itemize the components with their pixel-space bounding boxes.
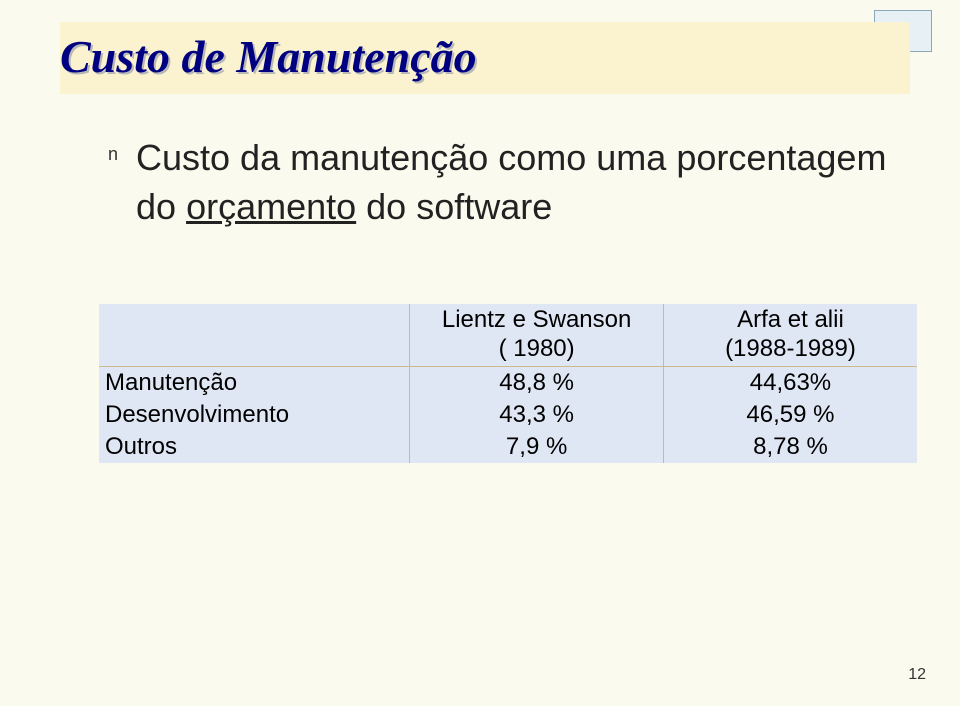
table-row: Desenvolvimento 43,3 % 46,59 % <box>99 399 917 431</box>
table-cell-value: 44,63% <box>663 366 917 399</box>
table-header-col2-line1: Arfa et alii <box>670 306 911 335</box>
table-header-col1-line1: Lientz e Swanson <box>416 306 657 335</box>
table-header-col1-line2: ( 1980) <box>416 335 657 364</box>
slide-title: Custo de Manutenção Custo de Manutenção <box>60 22 910 83</box>
table-cell-value: 8,78 % <box>663 431 917 463</box>
table-header-row: Lientz e Swanson ( 1980) Arfa et alii (1… <box>99 304 917 366</box>
page-number: 12 <box>908 666 926 684</box>
table-header-col1: Lientz e Swanson ( 1980) <box>410 304 664 366</box>
table-header-empty <box>99 304 410 366</box>
table-cell-label: Desenvolvimento <box>99 399 410 431</box>
table-header-col2-line2: (1988-1989) <box>670 335 911 364</box>
title-band: Custo de Manutenção Custo de Manutenção <box>60 22 910 94</box>
content-area: n Custo da manutenção como uma porcentag… <box>60 126 910 464</box>
data-table: Lientz e Swanson ( 1980) Arfa et alii (1… <box>99 304 917 463</box>
table-cell-value: 46,59 % <box>663 399 917 431</box>
table-row: Outros 7,9 % 8,78 % <box>99 431 917 463</box>
table-header-col2: Arfa et alii (1988-1989) <box>663 304 917 366</box>
bullet-text-post: do software <box>356 186 552 227</box>
bullet-text-underlined: orçamento <box>186 186 356 227</box>
slide: Custo de Manutenção Custo de Manutenção … <box>0 0 960 706</box>
table-cell-label: Outros <box>99 431 410 463</box>
table-cell-value: 43,3 % <box>410 399 664 431</box>
bullet-text: Custo da manutenção como uma porcentagem… <box>136 134 910 231</box>
title-main: Custo de Manutenção <box>60 31 477 82</box>
table-cell-label: Manutenção <box>99 366 410 399</box>
data-table-wrap: Lientz e Swanson ( 1980) Arfa et alii (1… <box>98 303 918 464</box>
table-row: Manutenção 48,8 % 44,63% <box>99 366 917 399</box>
table-cell-value: 48,8 % <box>410 366 664 399</box>
bullet-marker: n <box>108 144 118 165</box>
bullet-item: n Custo da manutenção como uma porcentag… <box>108 134 910 231</box>
table-cell-value: 7,9 % <box>410 431 664 463</box>
